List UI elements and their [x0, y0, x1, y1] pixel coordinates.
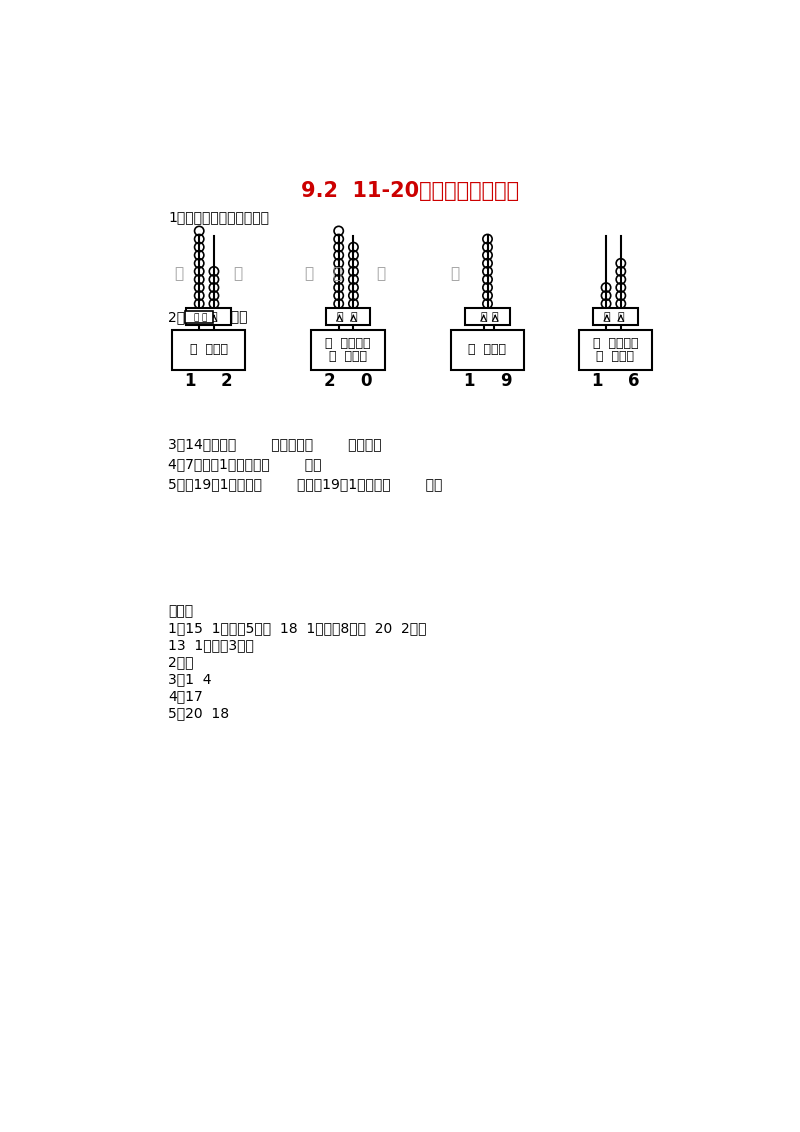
Text: 答案：: 答案：: [168, 604, 194, 619]
Text: 画珠子。: 画珠子。: [214, 310, 248, 324]
Bar: [465, 308, 510, 325]
Text: （  ）个十和: （ ）个十和: [593, 336, 638, 350]
Text: 十: 十: [480, 311, 487, 321]
Text: 十: 十: [603, 311, 610, 321]
Text: 4、17: 4、17: [168, 689, 203, 703]
Bar: [186, 310, 213, 323]
Bar: [172, 329, 246, 370]
Bar: [578, 329, 652, 370]
Text: 5、20  18: 5、20 18: [168, 706, 230, 720]
Bar: [311, 329, 385, 370]
Bar: [450, 329, 524, 370]
Text: 5、比19多1的数是（        ），比19少1的数是（        ）。: 5、比19多1的数是（ ），比19少1的数是（ ）。: [168, 477, 442, 491]
Text: （: （: [174, 266, 184, 282]
Text: 1: 1: [463, 371, 475, 389]
Text: ）: ）: [234, 266, 242, 282]
Text: 2、: 2、: [168, 310, 186, 324]
Text: 6: 6: [628, 371, 639, 389]
Text: 个: 个: [350, 311, 357, 321]
Bar: [186, 308, 231, 325]
Bar: [326, 308, 370, 325]
Text: 1: 1: [591, 371, 602, 389]
Text: 3、1  4: 3、1 4: [168, 672, 212, 686]
Text: 1、看图写一写，填一填。: 1、看图写一写，填一填。: [168, 211, 269, 224]
Text: （  ）个一: （ ）个一: [596, 350, 634, 363]
Text: 十: 十: [197, 311, 203, 321]
Text: 1、15  1个十和5个一  18  1个十和8个一  20  2个十: 1、15 1个十和5个一 18 1个十和8个一 20 2个十: [168, 621, 426, 636]
Text: （  ）个一: （ ）个一: [190, 343, 227, 357]
Text: 个: 个: [492, 311, 498, 321]
Text: （: （: [305, 266, 314, 282]
Text: 0: 0: [361, 371, 372, 389]
Text: （  ）个十: （ ）个十: [469, 343, 506, 357]
Text: ）: ）: [376, 266, 385, 282]
Text: 2: 2: [221, 371, 233, 389]
Bar: [593, 308, 638, 325]
Text: 9: 9: [500, 371, 512, 389]
Text: （: （: [450, 266, 459, 282]
Text: 13  1个十和3个一: 13 1个十和3个一: [168, 638, 254, 652]
Text: 个: 个: [210, 311, 218, 321]
Text: （  ）个一: （ ）个一: [329, 350, 367, 363]
Text: 2: 2: [324, 371, 335, 389]
Text: （  ）个十和: （ ）个十和: [326, 336, 370, 350]
Text: 个: 个: [618, 311, 624, 321]
Text: 4、7个一和1个十组成（        ）。: 4、7个一和1个十组成（ ）。: [168, 457, 322, 471]
Text: 个: 个: [201, 314, 206, 323]
Text: 3、14里面有（        ）个十和（        ）个一。: 3、14里面有（ ）个十和（ ）个一。: [168, 437, 382, 451]
Text: 十: 十: [194, 314, 198, 323]
Text: 9.2  11-20各数的组成、写法: 9.2 11-20各数的组成、写法: [301, 181, 519, 201]
Text: 2、略: 2、略: [168, 655, 194, 669]
Text: 十: 十: [336, 311, 342, 321]
Text: ）: ）: [333, 266, 342, 282]
Text: 1: 1: [184, 371, 196, 389]
